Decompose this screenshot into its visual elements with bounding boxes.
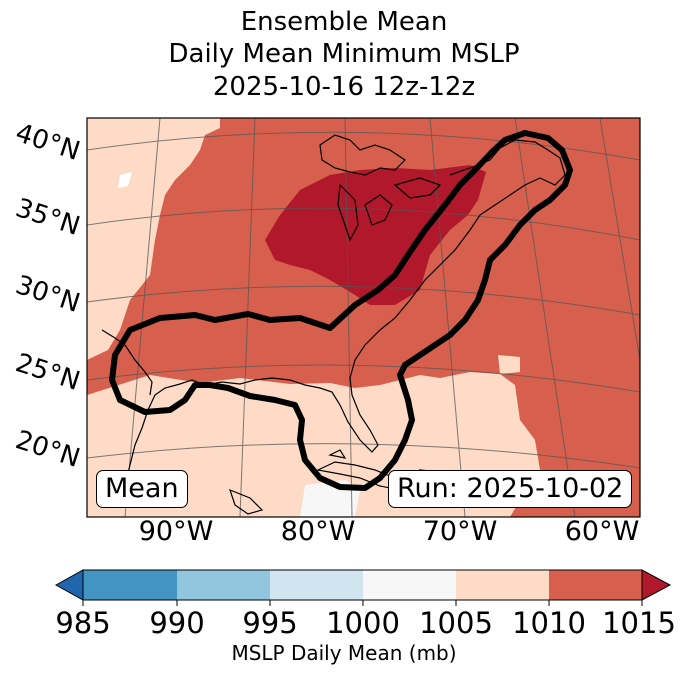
lat-label-20n: 20°N	[12, 425, 84, 474]
colorbar-bin-995-1000	[270, 570, 363, 600]
lon-label-70w: 70°W	[423, 516, 498, 547]
colorbar-label: MSLP Daily Mean (mb)	[231, 641, 457, 665]
title-line-3: 2025-10-16 12z-12z	[212, 72, 476, 102]
lon-label-80w: 80°W	[281, 516, 356, 547]
colorbar-tick-1000: 1000	[326, 606, 400, 640]
run-label-box: Run: 2025-10-02	[388, 470, 633, 508]
colorbar-tick-1015: 1015	[602, 606, 676, 640]
lat-label-30n: 30°N	[12, 270, 84, 319]
lat-label-35n: 35°N	[12, 193, 84, 242]
lon-label-60w: 60°W	[565, 516, 640, 547]
pressure-1005-patch	[498, 355, 520, 374]
map-area	[87, 118, 640, 517]
mean-contour	[109, 130, 573, 491]
lat-label-25n: 25°N	[12, 348, 84, 397]
lon-label-90w: 90°W	[139, 516, 214, 547]
map-frame	[86, 117, 641, 518]
pressure-1000-patch-north	[118, 172, 132, 188]
pressure-1015-region	[265, 165, 486, 305]
colorbar-extend-low	[54, 569, 84, 601]
colorbar-tick-1010: 1010	[512, 606, 586, 640]
colorbar	[54, 569, 672, 606]
colorbar-bin-1005-1010	[456, 570, 549, 600]
title-line-2: Daily Mean Minimum MSLP	[168, 39, 520, 69]
colorbar-extend-high	[641, 569, 672, 601]
colorbar-tick-990: 990	[149, 606, 205, 640]
mean-label-box: Mean	[96, 470, 188, 508]
colorbar-tick-995: 995	[242, 606, 298, 640]
lat-label-40n: 40°N	[12, 118, 84, 167]
colorbar-bin-985-990	[83, 570, 177, 600]
title-line-1: Ensemble Mean	[240, 7, 448, 37]
colorbar-tick-985: 985	[55, 606, 111, 640]
colorbar-bin-990-995	[177, 570, 270, 600]
colorbar-tick-1005: 1005	[419, 606, 493, 640]
colorbar-bin-1000-1005	[363, 570, 456, 600]
colorbar-bin-1010-1015	[549, 570, 642, 600]
